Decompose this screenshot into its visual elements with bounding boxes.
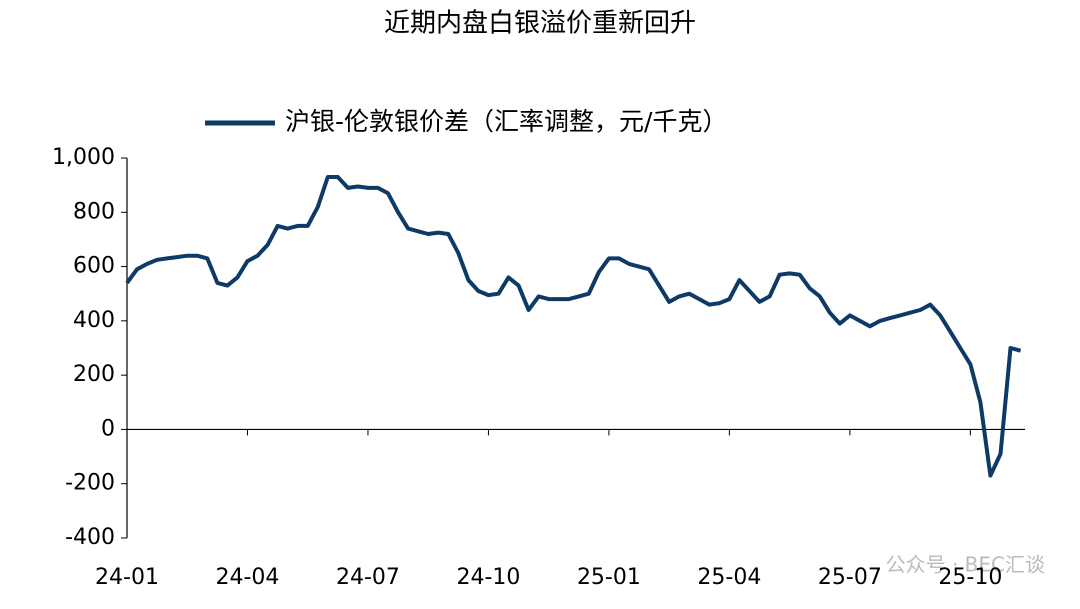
y-tick-label: 0 <box>101 416 115 441</box>
x-tick-label: 25-10 <box>938 565 1002 590</box>
chart-title: 近期内盘白银溢价重新回升 <box>384 9 696 39</box>
y-tick-label: 600 <box>73 254 115 279</box>
x-tick-label: 24-01 <box>95 565 159 590</box>
x-tick-label: 25-01 <box>577 565 641 590</box>
data-line <box>125 175 1022 478</box>
y-tick-label: -200 <box>65 471 115 496</box>
y-tick-label: -400 <box>65 525 115 550</box>
y-tick-label: 1,000 <box>52 145 115 170</box>
x-tick-label: 24-04 <box>216 565 280 590</box>
y-tick-label: 400 <box>73 308 115 333</box>
watermark: 公众号 · BEC汇谈 <box>886 553 1045 577</box>
x-tick-label: 25-04 <box>697 565 761 590</box>
x-tick-label: 24-10 <box>456 565 520 590</box>
legend-label: 沪银-伦敦银价差（汇率调整，元/千克） <box>285 107 727 136</box>
y-tick-label: 800 <box>73 199 115 224</box>
x-tick-label: 24-07 <box>336 565 400 590</box>
y-tick-label: 200 <box>73 362 115 387</box>
x-tick-label: 25-07 <box>818 565 882 590</box>
